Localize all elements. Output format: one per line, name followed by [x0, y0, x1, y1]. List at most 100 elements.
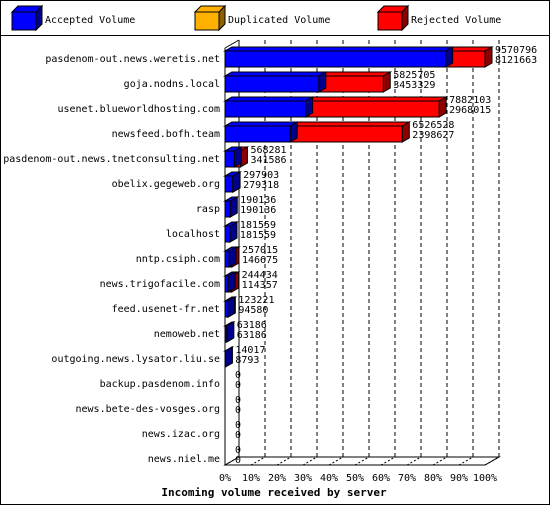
bar-accepted-side [227, 271, 236, 293]
value-label: 297903 [243, 170, 279, 181]
legend-label: Rejected Volume [411, 15, 501, 26]
category-label: news.izac.org [142, 429, 220, 440]
category-label: outgoing.news.lysator.liu.se [51, 354, 220, 365]
tick-mark [458, 456, 474, 466]
tick-mark [276, 456, 292, 466]
value-label: 0 [235, 420, 241, 431]
bar-accepted [224, 125, 291, 143]
value-label: 146675 [242, 255, 278, 266]
bar-accepted [224, 300, 229, 318]
legend-swatch [194, 11, 220, 31]
value-label: 63186 [237, 320, 267, 331]
value-label: 14017 [235, 345, 265, 356]
bar-accepted-side [318, 71, 327, 93]
x-tick-label: 60% [372, 473, 390, 484]
x-axis-label: Incoming volume received by server [161, 486, 387, 499]
bar-accepted [224, 225, 231, 243]
category-label: feed.usenet-fr.net [112, 304, 220, 315]
bar-accepted [224, 175, 234, 193]
x-tick-label: 20% [268, 473, 286, 484]
category-label: localhost [166, 229, 220, 240]
bar-accepted [224, 200, 231, 218]
value-label: 0 [235, 370, 241, 381]
bar-accepted-top [223, 46, 455, 52]
value-label: 190136 [240, 195, 276, 206]
value-label: 0 [235, 395, 241, 406]
value-label: 257015 [242, 245, 278, 256]
category-label: nemoweb.net [154, 329, 220, 340]
bar-accepted [224, 75, 320, 93]
bar-accepted [224, 325, 228, 343]
value-label: 244434 [242, 270, 278, 281]
category-label: obelix.gegeweb.org [112, 179, 220, 190]
bar-accepted-side [228, 246, 237, 268]
y-axis-top [224, 39, 240, 49]
value-label: 0 [235, 380, 241, 391]
bar-accepted [224, 50, 447, 68]
category-label: pasdenom-out.news.tnetconsulting.net [3, 154, 220, 165]
value-label: 181559 [240, 220, 276, 231]
bar-accepted-side [233, 146, 242, 168]
value-label: 568281 [250, 145, 286, 156]
x-tick-label: 80% [424, 473, 442, 484]
bar-accepted-side [289, 121, 298, 143]
x-tick-label: 70% [398, 473, 416, 484]
value-label: 114357 [242, 280, 278, 291]
value-label: 2968015 [449, 105, 491, 116]
bar-accepted-side [445, 46, 454, 68]
legend-label: Accepted Volume [45, 15, 135, 26]
category-label: rasp [196, 204, 220, 215]
value-label: 3453329 [393, 80, 435, 91]
legend-swatch [11, 11, 37, 31]
value-label: 0 [235, 445, 241, 456]
x-tick-label: 40% [320, 473, 338, 484]
bar-accepted-side [224, 346, 233, 368]
value-label: 279318 [243, 180, 279, 191]
category-label: news.niel.me [148, 454, 220, 465]
tick-mark [380, 456, 396, 466]
tick-mark [406, 456, 422, 466]
bar-total-side [401, 121, 410, 143]
category-label: newsfeed.bofh.team [112, 129, 220, 140]
value-label: 8793 [235, 355, 259, 366]
value-label: 9570796 [495, 45, 537, 56]
tick-mark [302, 456, 318, 466]
value-label: 94580 [238, 305, 268, 316]
value-label: 0 [235, 455, 241, 466]
value-label: 181559 [240, 230, 276, 241]
tick-mark [432, 456, 448, 466]
legend-swatch [377, 11, 403, 31]
category-label: goja.nodns.local [124, 79, 220, 90]
category-label: backup.pasdenom.info [100, 379, 220, 390]
x-tick-label: 50% [346, 473, 364, 484]
value-label: 0 [235, 405, 241, 416]
tick-mark [328, 456, 344, 466]
bar-total-side [484, 46, 493, 68]
value-label: 123221 [238, 295, 274, 306]
category-label: pasdenom-out.news.weretis.net [45, 54, 220, 65]
value-label: 2398627 [412, 130, 454, 141]
tick-mark [484, 456, 500, 466]
value-label: 63186 [237, 330, 267, 341]
value-label: 5825705 [393, 70, 435, 81]
bar-accepted [224, 275, 229, 293]
bar-accepted [224, 100, 307, 118]
bar-accepted-side [305, 96, 314, 118]
category-label: news.bete-des-vosges.org [76, 404, 221, 415]
bar-accepted [224, 250, 230, 268]
tick-mark [250, 456, 266, 466]
x-tick-label: 100% [473, 473, 497, 484]
value-label: 341586 [250, 155, 286, 166]
value-label: 8121663 [495, 55, 537, 66]
bar-accepted-top [223, 121, 300, 127]
x-tick-label: 0% [219, 473, 231, 484]
x-tick-label: 30% [294, 473, 312, 484]
x-tick-label: 10% [242, 473, 260, 484]
bar-accepted [224, 150, 235, 168]
bar-accepted-side [232, 171, 241, 193]
value-label: 7882103 [449, 95, 491, 106]
legend-label: Duplicated Volume [228, 15, 330, 26]
category-label: news.trigofacile.com [100, 279, 220, 290]
bar-total-side [382, 71, 391, 93]
